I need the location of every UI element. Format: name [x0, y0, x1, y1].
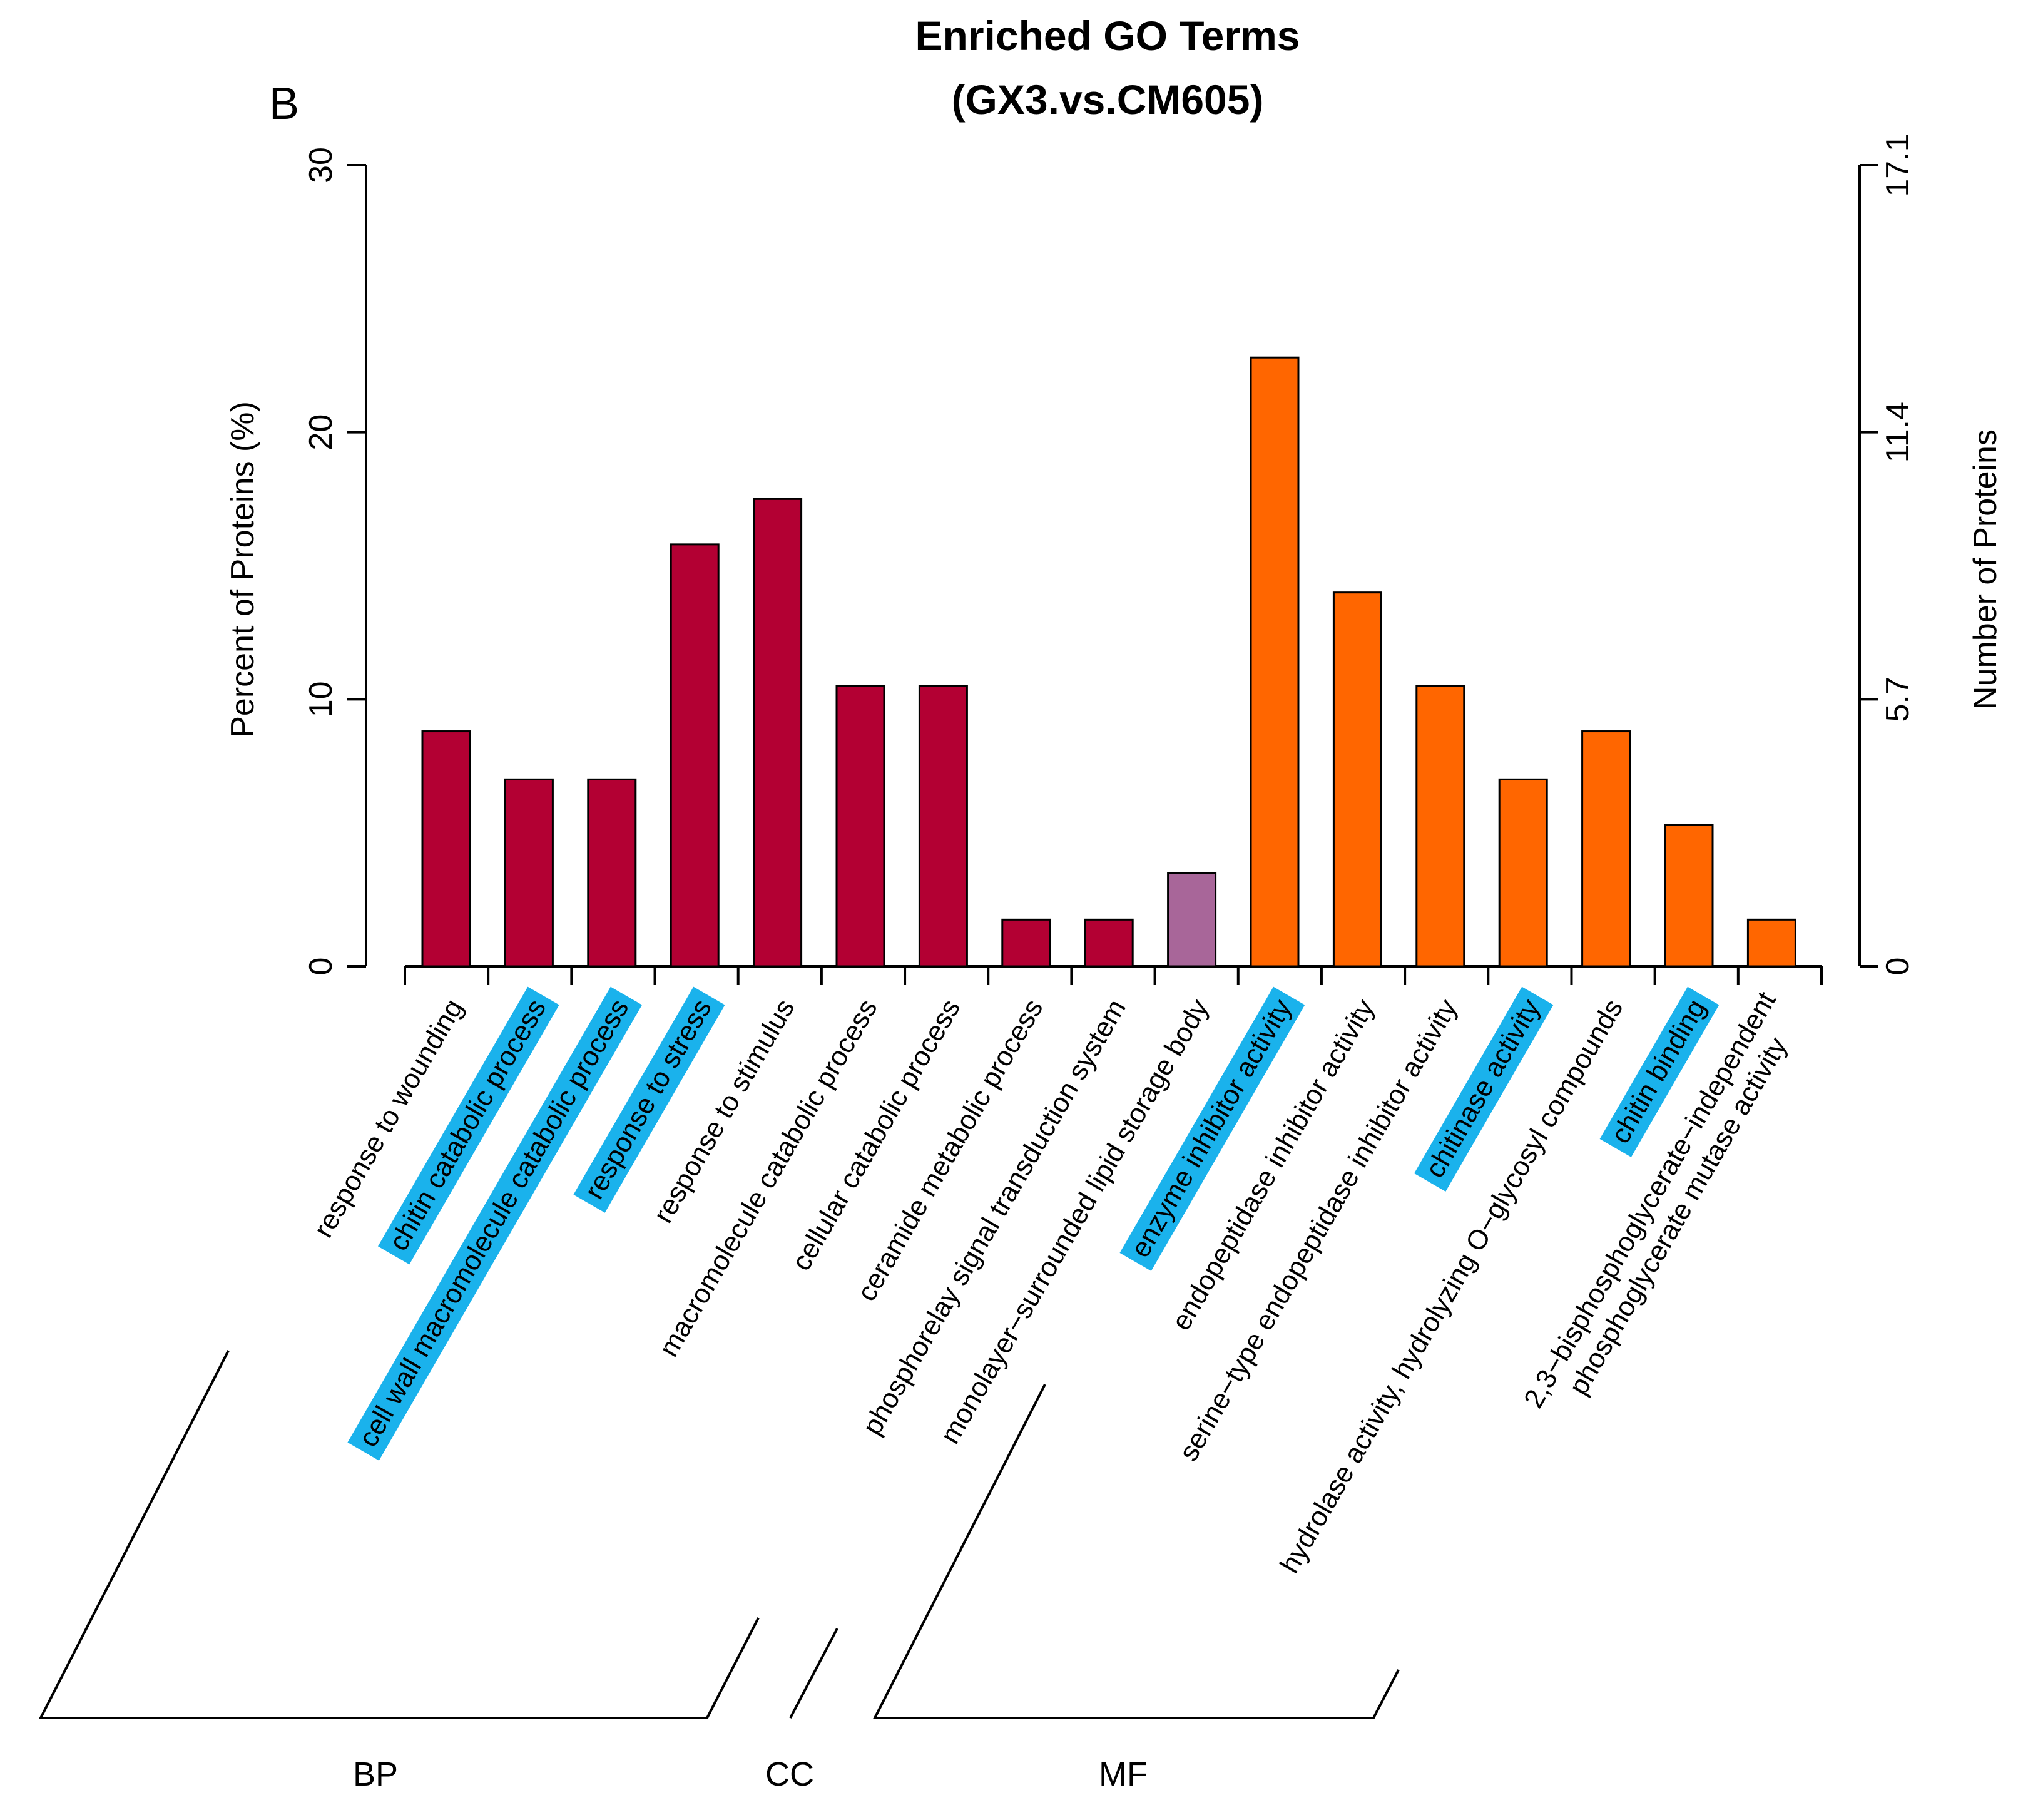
group-bracket-bp	[38, 1350, 760, 1719]
panel-letter: B	[269, 79, 299, 129]
group-label-bp: BP	[353, 1756, 398, 1793]
category-label: enzyme inhibitor activity	[1125, 994, 1298, 1262]
chart-subtitle: (GX3.vs.CM605)	[952, 76, 1264, 123]
group-bracket-mf	[872, 1384, 1400, 1719]
group-brackets: BP CC MF	[38, 1350, 1400, 1793]
y-axis-left-label: Percent of Proteins (%)	[225, 401, 261, 738]
category-label-line: phosphoglycerate mutase activity	[1563, 1032, 1793, 1400]
bar	[504, 778, 554, 968]
category-label: cellular catabolic process	[786, 994, 966, 1276]
y-tick-left-label: 20	[303, 414, 339, 451]
bar	[1332, 591, 1382, 968]
y-tick-left-label: 10	[303, 681, 339, 717]
chart-title: Enriched GO Terms	[915, 13, 1300, 59]
bar	[1084, 918, 1134, 968]
bar	[1581, 730, 1631, 968]
bar	[1001, 918, 1051, 968]
y-tick-right-label: 5.7	[1880, 677, 1916, 722]
highlight-box	[1119, 986, 1305, 1271]
category-label: chitin catabolic process	[383, 994, 552, 1255]
bars	[421, 356, 1796, 968]
bar	[918, 685, 968, 968]
highlight-box	[1599, 986, 1720, 1157]
y-tick-right-label: 11.4	[1880, 402, 1916, 463]
bar	[670, 543, 720, 968]
group-label-cc: CC	[765, 1756, 814, 1793]
highlight-box	[347, 986, 643, 1461]
bar	[1746, 918, 1796, 968]
y-tick-left-label: 0	[303, 958, 339, 976]
bar	[835, 685, 885, 968]
highlight-box	[1414, 986, 1554, 1192]
highlight-box	[573, 986, 725, 1213]
bar	[753, 498, 803, 968]
y-tick-left-label: 30	[303, 147, 339, 183]
category-label: response to wounding	[308, 994, 469, 1242]
group-bracket-cc	[789, 1628, 838, 1719]
bar	[1664, 824, 1714, 968]
bar	[587, 778, 637, 968]
group-label-mf: MF	[1099, 1756, 1148, 1793]
bar	[421, 730, 471, 968]
y-tick-right-label: 0	[1880, 958, 1916, 976]
bar	[1498, 778, 1548, 968]
bar	[1167, 872, 1217, 968]
category-label-group: cellular catabolic process	[786, 994, 966, 1276]
category-label-line: 2,3−bisphosphoglycerate−independent	[1518, 987, 1782, 1413]
bar	[1415, 685, 1465, 968]
y-tick-right-label: 17.1	[1880, 133, 1916, 197]
category-label-group: response to wounding	[308, 994, 469, 1242]
highlight-box	[377, 986, 559, 1265]
bar	[1250, 356, 1300, 968]
y-axis-right-label: Number of Proteins	[1967, 429, 2004, 710]
